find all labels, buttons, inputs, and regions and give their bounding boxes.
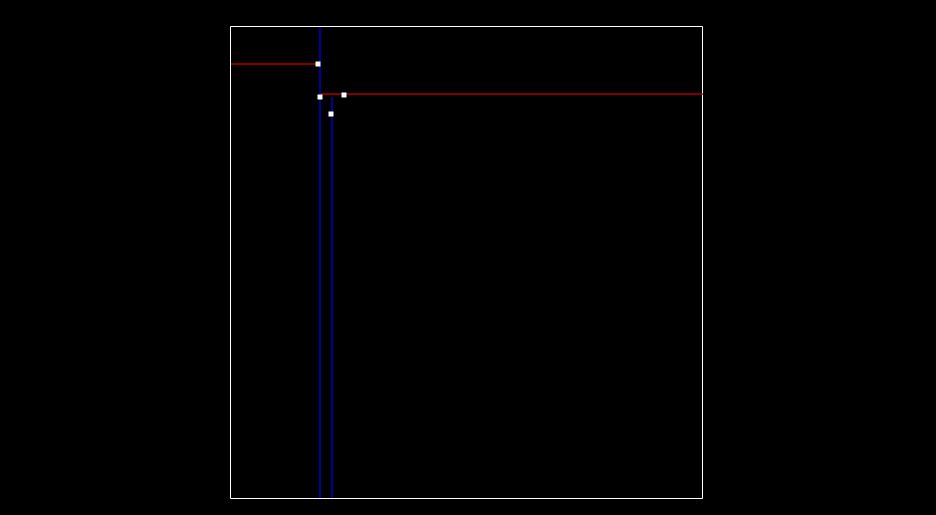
point-c[interactable] [341,92,347,98]
point-d[interactable] [328,111,334,117]
point-a[interactable] [315,61,321,67]
canvas-frame [230,26,703,499]
point-b[interactable] [317,94,323,100]
